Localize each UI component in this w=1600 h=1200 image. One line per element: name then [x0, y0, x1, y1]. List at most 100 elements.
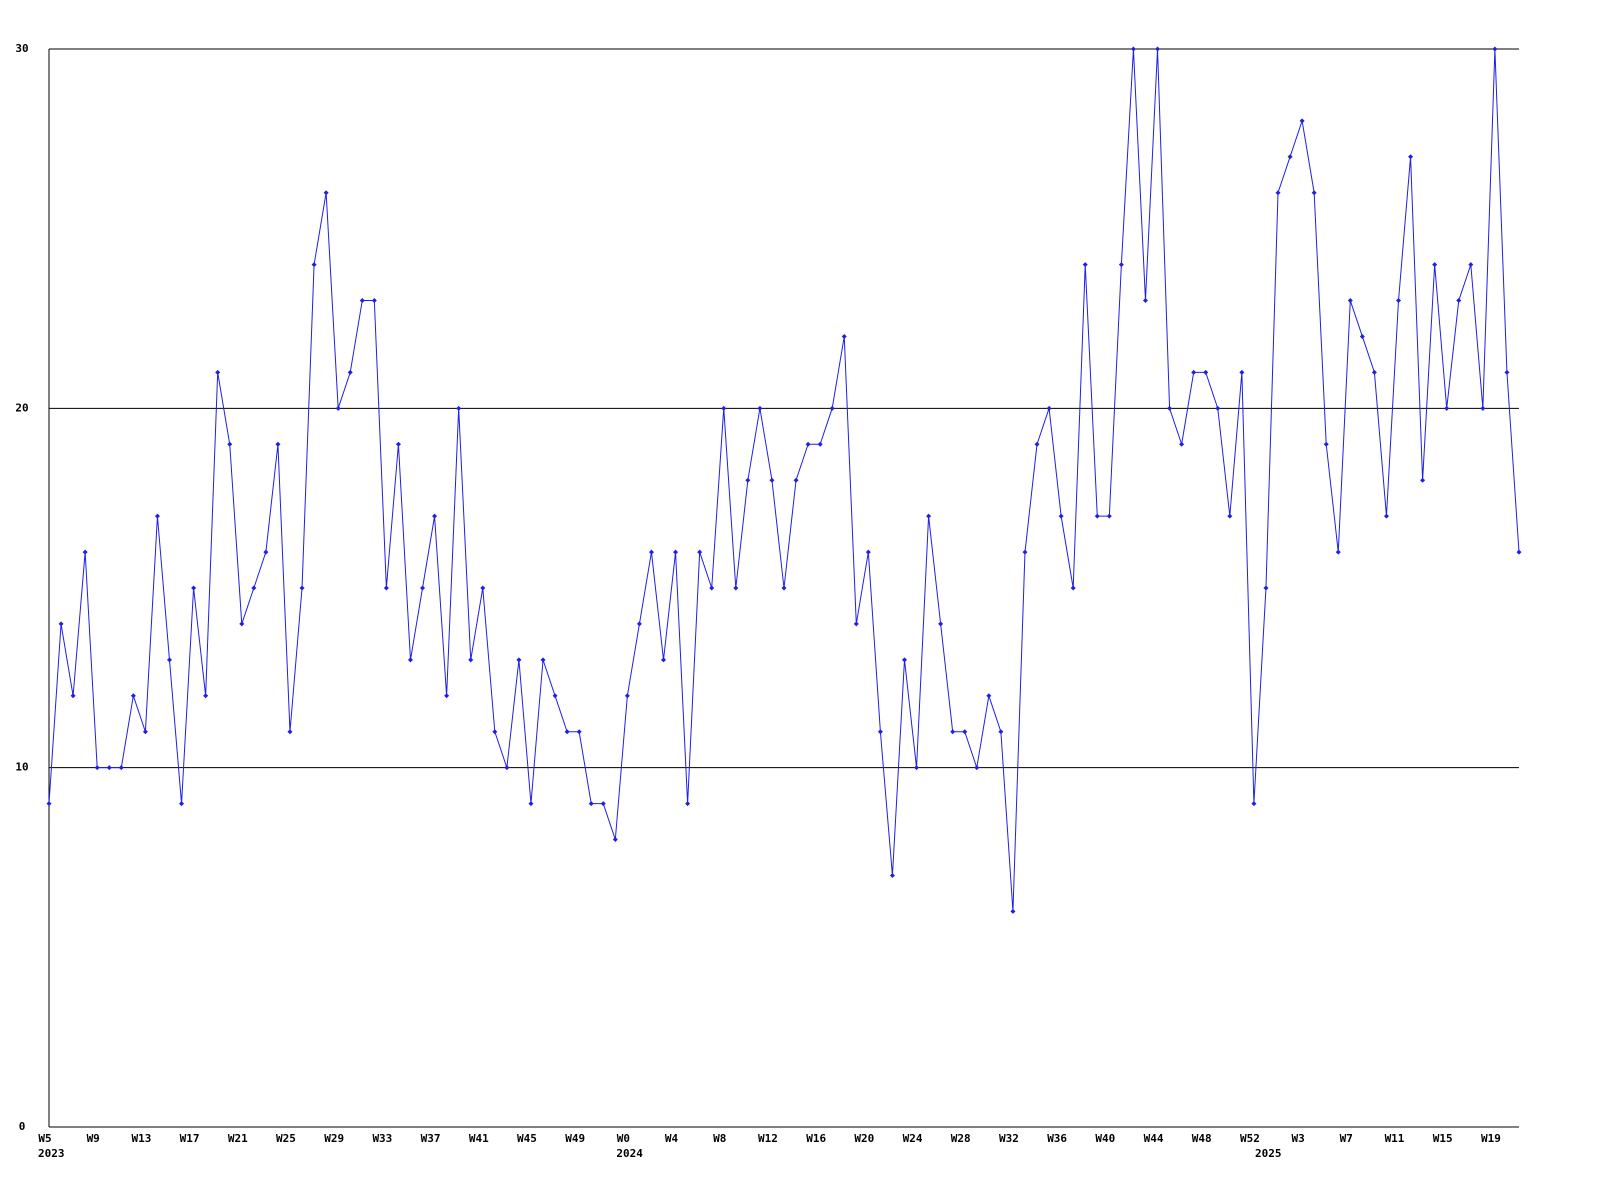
- point-marker: [347, 369, 353, 375]
- point-marker: [1420, 477, 1426, 483]
- x-tick-label: W25: [276, 1132, 296, 1145]
- x-tick-label: W40: [1095, 1132, 1115, 1145]
- point-marker: [938, 621, 944, 627]
- point-marker: [70, 693, 76, 699]
- year-label: 2025: [1255, 1147, 1282, 1160]
- x-tick-label: W17: [180, 1132, 200, 1145]
- point-marker: [757, 405, 763, 411]
- point-marker: [1444, 405, 1450, 411]
- point-marker: [1130, 46, 1136, 52]
- point-marker: [420, 585, 426, 591]
- point-marker: [781, 585, 787, 591]
- point-marker: [841, 333, 847, 339]
- year-label: 2023: [38, 1147, 65, 1160]
- x-tick-label: W9: [87, 1132, 100, 1145]
- x-tick-label: W49: [565, 1132, 585, 1145]
- point-marker: [432, 513, 438, 519]
- x-tick-label: W5: [38, 1132, 51, 1145]
- y-tick-label: 30: [15, 42, 28, 55]
- point-marker: [829, 405, 835, 411]
- point-marker: [998, 729, 1004, 735]
- point-marker: [1504, 369, 1510, 375]
- point-marker: [673, 549, 679, 555]
- point-marker: [1142, 298, 1148, 304]
- x-tick-label: W29: [324, 1132, 344, 1145]
- year-label: 2024: [616, 1147, 643, 1160]
- point-marker: [733, 585, 739, 591]
- point-marker: [901, 657, 907, 663]
- point-marker: [359, 298, 365, 304]
- point-marker: [1167, 405, 1173, 411]
- x-tick-label: W32: [999, 1132, 1019, 1145]
- point-marker: [1396, 298, 1402, 304]
- point-marker: [263, 549, 269, 555]
- point-marker: [191, 585, 197, 591]
- point-marker: [926, 513, 932, 519]
- point-marker: [480, 585, 486, 591]
- point-marker: [793, 477, 799, 483]
- point-marker: [1371, 369, 1377, 375]
- point-marker: [335, 405, 341, 411]
- point-marker: [853, 621, 859, 627]
- y-tick-label: 20: [15, 401, 28, 414]
- point-marker: [986, 693, 992, 699]
- point-marker: [865, 549, 871, 555]
- x-tick-label: W36: [1047, 1132, 1067, 1145]
- x-tick-label: W33: [372, 1132, 392, 1145]
- point-marker: [624, 693, 630, 699]
- point-marker: [456, 405, 462, 411]
- point-marker: [1311, 190, 1317, 196]
- x-tick-label: W28: [951, 1132, 971, 1145]
- point-marker: [287, 729, 293, 735]
- point-marker: [552, 693, 558, 699]
- point-marker: [492, 729, 498, 735]
- point-marker: [371, 298, 377, 304]
- point-marker: [1432, 262, 1438, 268]
- point-marker: [576, 729, 582, 735]
- x-tick-label: W19: [1481, 1132, 1501, 1145]
- point-marker: [1118, 262, 1124, 268]
- point-marker: [106, 765, 112, 771]
- x-tick-label: W13: [131, 1132, 151, 1145]
- point-marker: [1034, 441, 1040, 447]
- point-marker: [1516, 549, 1522, 555]
- point-marker: [1082, 262, 1088, 268]
- point-marker: [203, 693, 209, 699]
- point-marker: [516, 657, 522, 663]
- point-marker: [697, 549, 703, 555]
- point-marker: [877, 729, 883, 735]
- point-marker: [528, 801, 534, 807]
- x-tick-label: W41: [469, 1132, 489, 1145]
- x-tick-label: W0: [617, 1132, 630, 1145]
- point-marker: [227, 441, 233, 447]
- point-marker: [1275, 190, 1281, 196]
- x-tick-label: W48: [1192, 1132, 1212, 1145]
- point-marker: [600, 801, 606, 807]
- point-marker: [1263, 585, 1269, 591]
- x-tick-label: W4: [665, 1132, 679, 1145]
- point-marker: [323, 190, 329, 196]
- point-marker: [1383, 513, 1389, 519]
- point-marker: [130, 693, 136, 699]
- point-marker: [805, 441, 811, 447]
- point-marker: [251, 585, 257, 591]
- point-marker: [974, 765, 980, 771]
- point-marker: [1359, 333, 1365, 339]
- point-marker: [1203, 369, 1209, 375]
- point-marker: [1010, 908, 1016, 914]
- point-marker: [154, 513, 160, 519]
- point-marker: [1227, 513, 1233, 519]
- point-marker: [239, 621, 245, 627]
- y-tick-label: 0: [19, 1120, 26, 1133]
- point-marker: [444, 693, 450, 699]
- point-marker: [215, 369, 221, 375]
- x-tick-label: W3: [1291, 1132, 1304, 1145]
- x-tick-label: W12: [758, 1132, 778, 1145]
- point-marker: [166, 657, 172, 663]
- point-marker: [721, 405, 727, 411]
- x-tick-label: W44: [1144, 1132, 1164, 1145]
- point-marker: [914, 765, 920, 771]
- point-marker: [504, 765, 510, 771]
- x-tick-label: W7: [1340, 1132, 1353, 1145]
- point-marker: [769, 477, 775, 483]
